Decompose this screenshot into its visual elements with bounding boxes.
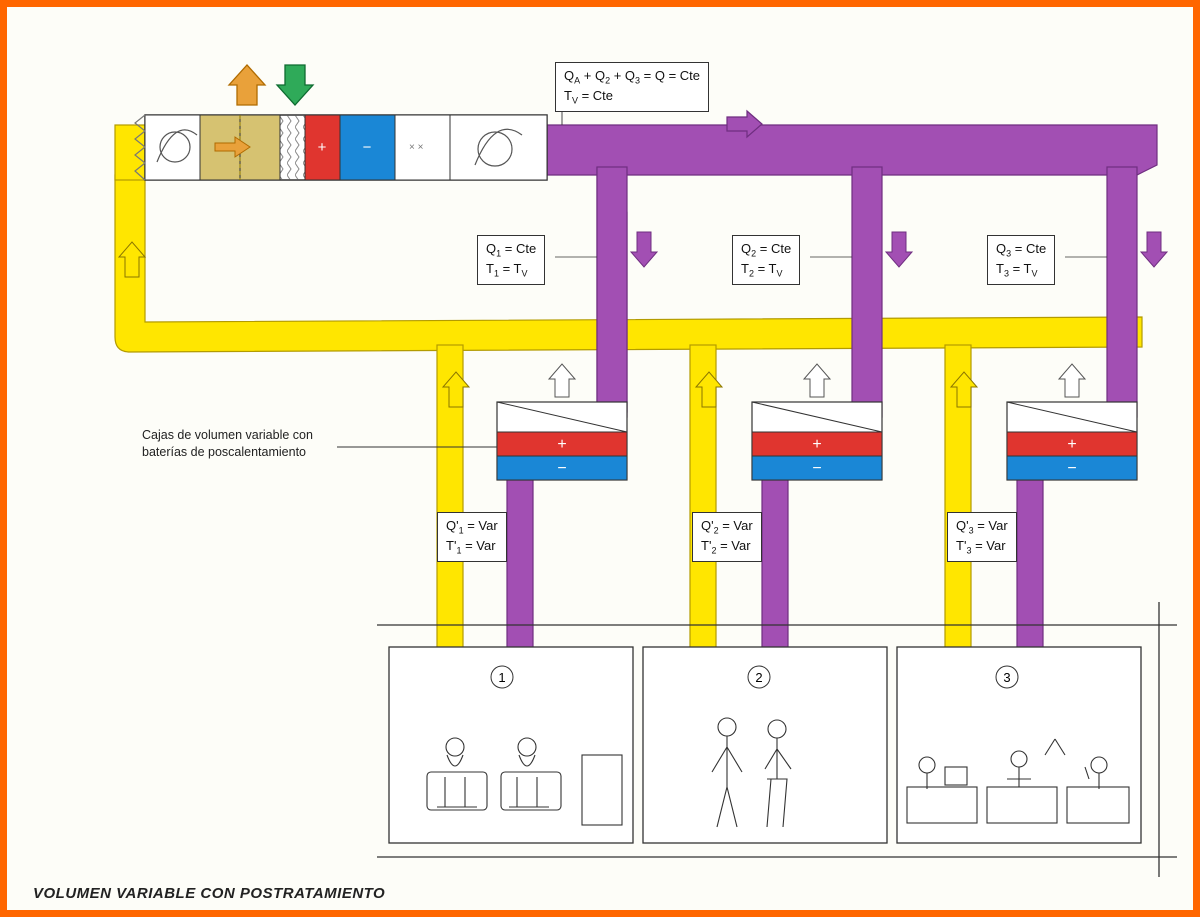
- svg-text:3: 3: [1003, 670, 1010, 685]
- svg-text:+: +: [557, 436, 566, 453]
- svg-text:2: 2: [755, 670, 762, 685]
- svg-text:−: −: [363, 139, 372, 156]
- svg-text:−: −: [557, 460, 566, 477]
- ahu-top-arrows: [229, 65, 313, 105]
- eq-top-line2: TV = Cte: [564, 87, 700, 107]
- eq-box-branch1-cte: Q1 = Cte T1 = TV: [477, 235, 545, 285]
- vav-label: Cajas de volumen variable con baterías d…: [142, 427, 342, 461]
- svg-text:× ×: × ×: [409, 142, 424, 153]
- svg-text:+: +: [1067, 436, 1076, 453]
- supply-branches: [597, 167, 1137, 417]
- svg-text:+: +: [812, 436, 821, 453]
- return-into-ahu: [115, 125, 145, 180]
- eq-box-top: QA + Q2 + Q3 = Q = Cte TV = Cte: [555, 62, 709, 112]
- svg-text:−: −: [812, 460, 821, 477]
- eq-box-branch1-var: Q'1 = Var T'1 = Var: [437, 512, 507, 562]
- eq-top-line1: QA + Q2 + Q3 = Q = Cte: [564, 67, 700, 87]
- eq-box-branch3-cte: Q3 = Cte T3 = TV: [987, 235, 1055, 285]
- svg-text:1: 1: [498, 670, 505, 685]
- eq-box-branch2-cte: Q2 = Cte T2 = TV: [732, 235, 800, 285]
- eq-box-branch3-var: Q'3 = Var T'3 = Var: [947, 512, 1017, 562]
- svg-text:+: +: [318, 139, 327, 156]
- svg-text:−: −: [1067, 460, 1076, 477]
- vav-boxes: + − + − + −: [497, 402, 1137, 480]
- air-handling-unit: + − × ×: [135, 115, 547, 180]
- diagram-caption: VOLUMEN VARIABLE CON POSTRATAMIENTO: [33, 885, 385, 902]
- diagram-frame: + − + − + −: [0, 0, 1200, 917]
- eq-box-branch2-var: Q'2 = Var T'2 = Var: [692, 512, 762, 562]
